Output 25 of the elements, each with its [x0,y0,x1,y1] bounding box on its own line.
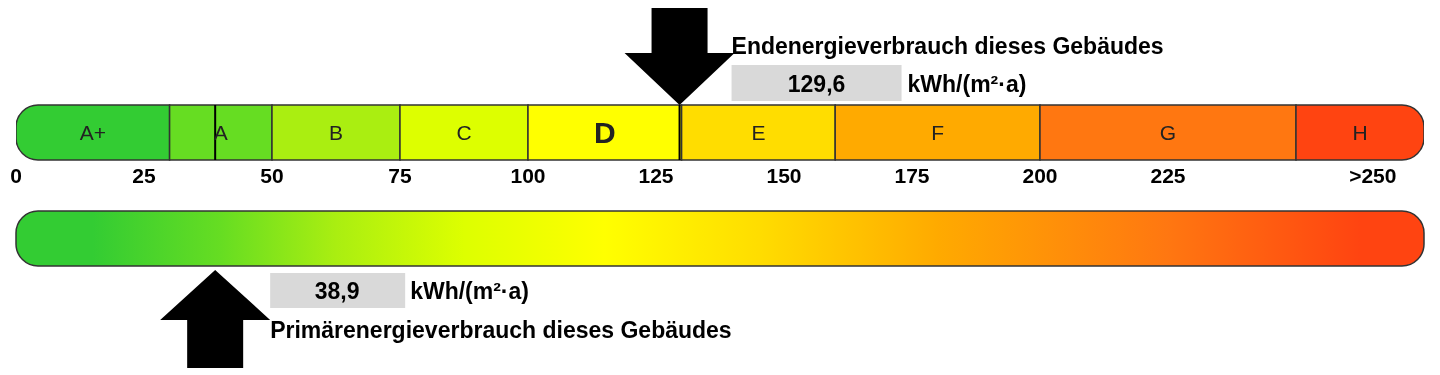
series-label: C [456,121,472,144]
series-label: B [328,121,344,144]
text: 129,6 [787,71,846,97]
x-tick-label: 200 [1022,163,1058,187]
x-tick-label: >250 [1349,163,1397,187]
series-label: A+ [79,121,106,144]
series-label: G [1159,121,1177,144]
text: kWh/(m²·a) [410,278,529,304]
x-tick-label: 125 [638,163,674,187]
series-label: D [593,116,616,149]
x-tick-label: 75 [388,163,412,187]
text: kWh/(m²·a) [907,71,1027,97]
series-label: E [751,121,766,144]
x-tick-label: 150 [766,163,802,187]
x-tick-label: 25 [132,163,156,187]
text: 38,9 [314,278,360,304]
series-label: F [931,121,945,144]
x-tick-label: 0 [10,163,22,187]
x-tick-label: 100 [510,163,546,187]
x-tick-label: 50 [260,163,284,187]
x-tick-label: 175 [894,163,930,187]
text: Endenergieverbrauch dieses Gebäudes [731,33,1164,59]
series-label: H [1352,121,1368,144]
text: Primärenergieverbrauch dieses Gebäudes [270,317,732,343]
x-tick-label: 225 [1150,163,1186,187]
